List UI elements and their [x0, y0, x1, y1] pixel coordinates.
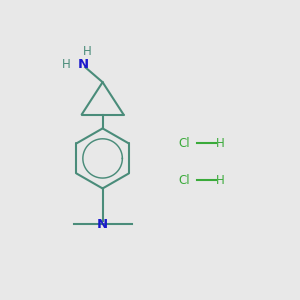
Text: H: H — [216, 174, 224, 187]
Text: H: H — [83, 44, 92, 58]
Text: N: N — [77, 58, 88, 71]
Text: Cl: Cl — [178, 137, 190, 150]
Text: Cl: Cl — [178, 174, 190, 187]
Text: H: H — [216, 137, 224, 150]
Text: N: N — [97, 218, 108, 231]
Text: H: H — [62, 58, 71, 71]
